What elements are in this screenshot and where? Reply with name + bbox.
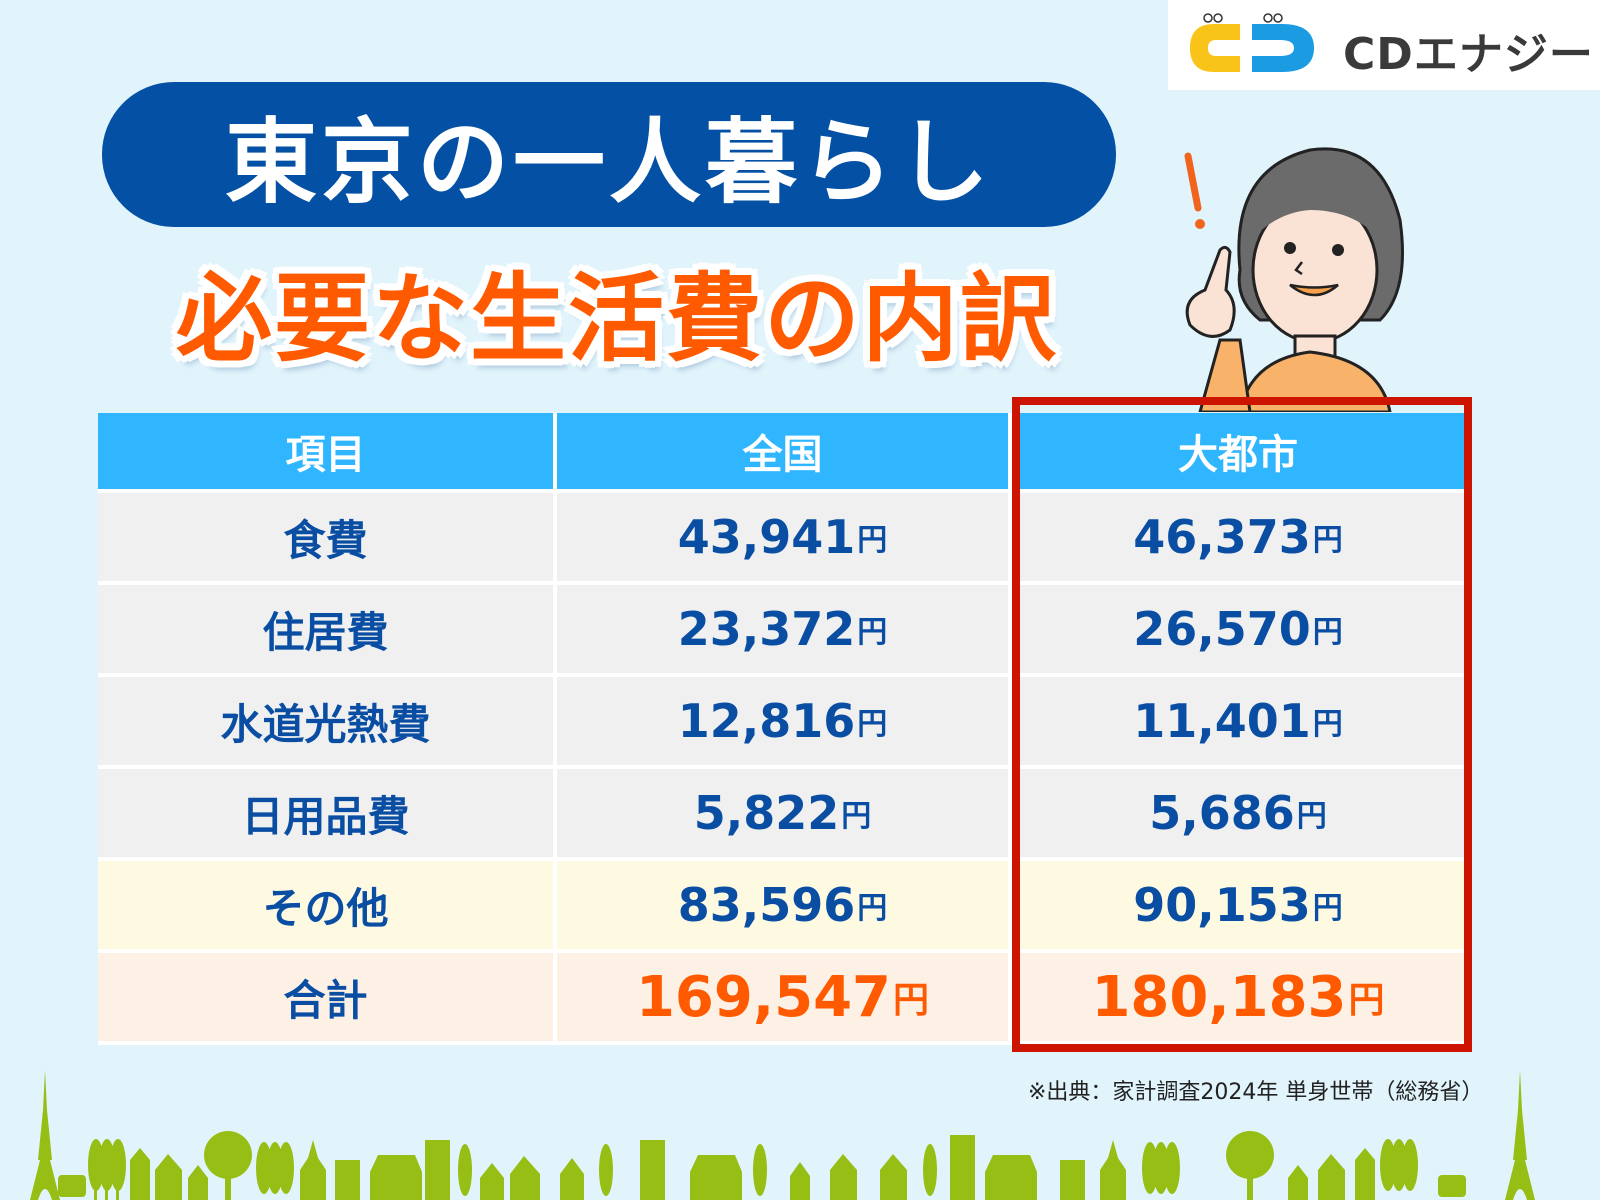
- metro-value: 11,401: [1133, 694, 1311, 748]
- row-label: 住居費: [262, 607, 389, 657]
- table-row: 食費 43,941 円 46,373 円: [98, 493, 1464, 585]
- table-row: 水道光熱費 12,816 円 11,401 円: [98, 677, 1464, 769]
- metro-value: 46,373: [1133, 510, 1311, 564]
- table-header-row: 項目 全国 大都市: [98, 413, 1464, 493]
- cd-energy-logo-icon: [1190, 13, 1314, 72]
- yen-unit: 円: [1312, 523, 1343, 558]
- subtitle: 必要な生活費の内訳: [176, 262, 1058, 375]
- yen-unit: 円: [857, 615, 888, 650]
- yen-unit: 円: [857, 707, 888, 742]
- header-metro: 大都市: [1012, 413, 1464, 493]
- brand-name: CDエナジー: [1343, 29, 1594, 80]
- row-label: 日用品費: [241, 791, 410, 841]
- row-label: 水道光熱費: [220, 699, 431, 749]
- row-label: 食費: [283, 515, 368, 565]
- yen-unit: 円: [893, 980, 930, 1021]
- living-cost-table: 項目 全国 大都市 食費 43,941 円 46,373 円 住居費 23,372 円…: [98, 413, 1464, 1045]
- table-row-total: 合計 169,547 円 180,183 円: [98, 953, 1464, 1045]
- metro-value: 90,153: [1133, 878, 1311, 932]
- yen-unit: 円: [1312, 891, 1343, 926]
- national-value: 83,596: [677, 878, 856, 932]
- yen-unit: 円: [1312, 615, 1343, 650]
- yen-unit: 円: [1296, 799, 1327, 834]
- main-title: 東京の一人暮らし: [224, 109, 993, 216]
- national-value: 5,822: [693, 786, 840, 840]
- brand-logo: CDエナジー: [1168, 0, 1600, 90]
- national-value: 43,941: [677, 510, 856, 564]
- yen-unit: 円: [857, 891, 888, 926]
- table-row: 日用品費 5,822 円 5,686 円: [98, 769, 1464, 861]
- table-row: 住居費 23,372 円 26,570 円: [98, 585, 1464, 677]
- city-skyline-decoration: [30, 1070, 1535, 1200]
- row-label: その他: [262, 883, 389, 933]
- header-national: 全国: [557, 413, 1012, 493]
- header-item: 項目: [98, 413, 557, 493]
- national-value: 23,372: [677, 602, 856, 656]
- source-note: ※出典：家計調査2024年 単身世帯（総務省）: [1028, 1080, 1484, 1105]
- national-total: 169,547: [635, 964, 892, 1030]
- yen-unit: 円: [1312, 707, 1343, 742]
- row-label: 合計: [283, 975, 368, 1025]
- table-row-other: その他 83,596 円 90,153 円: [98, 861, 1464, 953]
- metro-total: 180,183: [1091, 964, 1347, 1030]
- main-title-banner: 東京の一人暮らし: [102, 82, 1116, 227]
- yen-unit: 円: [1348, 980, 1385, 1021]
- yen-unit: 円: [841, 799, 872, 834]
- national-value: 12,816: [677, 694, 856, 748]
- woman-pointing-illustration: [1184, 147, 1404, 412]
- yen-unit: 円: [857, 523, 888, 558]
- metro-value: 26,570: [1133, 602, 1311, 656]
- metro-value: 5,686: [1149, 786, 1295, 840]
